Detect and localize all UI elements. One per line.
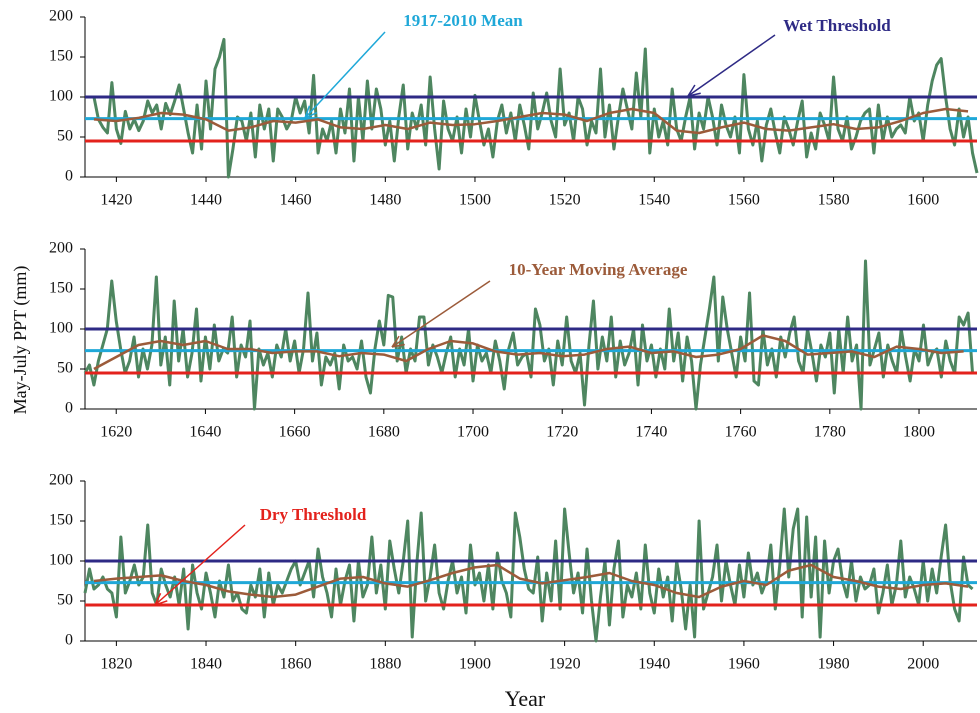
x-tick-label: 1880 — [369, 656, 401, 673]
x-tick-label: 1820 — [100, 656, 132, 673]
y-tick-label: 0 — [65, 632, 73, 649]
x-tick-label: 1640 — [189, 424, 221, 441]
y-tick-label: 150 — [49, 512, 73, 529]
x-tick-label: 1680 — [368, 424, 400, 441]
annotation-arrow — [391, 280, 491, 348]
x-tick-label: 1960 — [728, 656, 760, 673]
x-tick-label: 1980 — [818, 656, 850, 673]
precipitation-line — [83, 507, 974, 643]
precipitation-line — [92, 37, 979, 179]
x-tick-label: 1740 — [635, 424, 667, 441]
x-tick-label: 1940 — [638, 656, 670, 673]
x-tick-label: 1460 — [280, 192, 312, 209]
y-tick-label: 150 — [49, 280, 73, 297]
x-tick-label: 1440 — [190, 192, 222, 209]
x-tick-label: 1800 — [903, 424, 935, 441]
x-tick-label: 1760 — [725, 424, 757, 441]
annotation-arrowhead — [391, 335, 400, 348]
x-tick-label: 1780 — [814, 424, 846, 441]
x-tick-label: 1860 — [280, 656, 312, 673]
annotation-arrowhead — [304, 105, 311, 119]
y-axis-label: May-July PPT (mm) — [10, 266, 31, 415]
y-tick-label: 200 — [49, 472, 73, 489]
annotation-arrow — [687, 34, 776, 97]
x-tick-label: 1720 — [546, 424, 578, 441]
x-tick-label: 2000 — [907, 656, 939, 673]
x-axis-label: Year — [505, 686, 546, 711]
x-tick-label: 1900 — [459, 656, 491, 673]
y-tick-label: 50 — [57, 592, 73, 609]
annotation-arrowhead — [687, 92, 701, 97]
precipitation-line — [83, 259, 975, 411]
y-tick-label: 0 — [65, 168, 73, 185]
moving-average-line — [93, 107, 969, 135]
x-tick-label: 1660 — [279, 424, 311, 441]
y-tick-label: 50 — [57, 128, 73, 145]
moving-average-line — [93, 334, 964, 371]
y-tick-label: 200 — [49, 8, 73, 25]
x-tick-label: 1540 — [638, 192, 670, 209]
annotation-label: Dry Threshold — [260, 505, 367, 524]
annotation-arrowhead — [687, 84, 696, 97]
annotation-arrowhead — [154, 592, 162, 606]
x-tick-label: 1620 — [100, 424, 132, 441]
y-tick-label: 100 — [49, 320, 73, 337]
annotation-arrowhead — [304, 111, 318, 119]
x-tick-label: 1560 — [728, 192, 760, 209]
y-tick-label: 150 — [49, 48, 73, 65]
x-tick-label: 1580 — [818, 192, 850, 209]
annotation-label: 10-Year Moving Average — [509, 260, 688, 279]
y-tick-label: 100 — [49, 552, 73, 569]
x-tick-label: 1600 — [907, 192, 939, 209]
x-tick-label: 1700 — [457, 424, 489, 441]
y-tick-label: 0 — [65, 400, 73, 417]
annotation-arrowhead — [154, 600, 168, 606]
x-tick-label: 1920 — [549, 656, 581, 673]
annotation-arrow — [154, 524, 246, 606]
x-tick-label: 1520 — [549, 192, 581, 209]
annotation-arrowhead — [391, 343, 405, 348]
y-tick-label: 200 — [49, 240, 73, 257]
moving-average-line — [93, 563, 969, 599]
x-tick-label: 1840 — [190, 656, 222, 673]
annotation-arrow — [304, 31, 386, 119]
x-tick-label: 1420 — [100, 192, 132, 209]
x-tick-label: 1480 — [369, 192, 401, 209]
y-tick-label: 50 — [57, 360, 73, 377]
annotation-label: 1917-2010 Mean — [403, 11, 523, 30]
y-tick-label: 100 — [49, 88, 73, 105]
x-tick-label: 1500 — [459, 192, 491, 209]
annotation-label: Wet Threshold — [783, 16, 891, 35]
